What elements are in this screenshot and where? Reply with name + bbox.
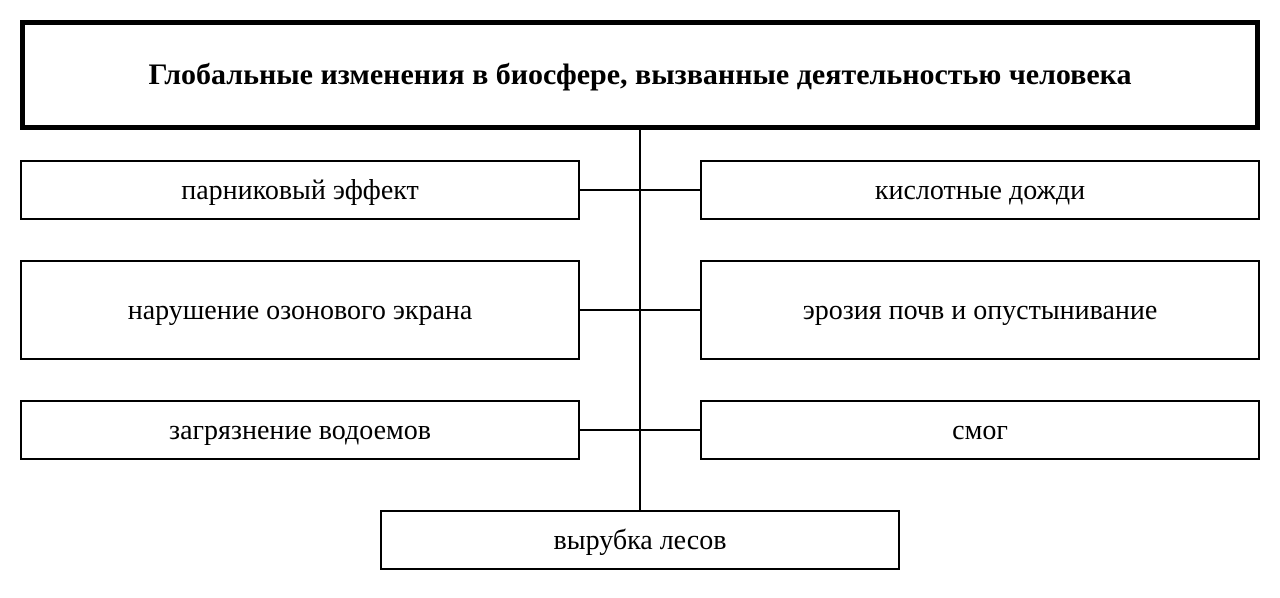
child-node-right-2: смог [700, 400, 1260, 460]
child-label: вырубка лесов [554, 523, 727, 558]
child-node-left-2: загрязнение водоемов [20, 400, 580, 460]
child-label: парниковый эффект [181, 173, 418, 208]
connector [580, 309, 639, 311]
child-label: эрозия почв и опустынивание [803, 293, 1158, 328]
child-node-right-0: кислотные дожди [700, 160, 1260, 220]
child-node-right-1: эрозия почв и опустынивание [700, 260, 1260, 360]
connector [641, 309, 700, 311]
child-label: смог [952, 413, 1008, 448]
connector [580, 429, 639, 431]
connector [639, 130, 641, 510]
child-label: загрязнение водоемов [169, 413, 431, 448]
connector [641, 189, 700, 191]
diagram-canvas: Глобальные изменения в биосфере, вызванн… [0, 0, 1280, 598]
child-node-left-1: нарушение озонового экрана [20, 260, 580, 360]
child-node-bottom: вырубка лесов [380, 510, 900, 570]
root-title: Глобальные изменения в биосфере, вызванн… [148, 56, 1131, 94]
child-label: кислотные дожди [875, 173, 1085, 208]
child-node-left-0: парниковый эффект [20, 160, 580, 220]
connector [641, 429, 700, 431]
connector [580, 189, 639, 191]
root-node: Глобальные изменения в биосфере, вызванн… [20, 20, 1260, 130]
child-label: нарушение озонового экрана [128, 293, 473, 328]
